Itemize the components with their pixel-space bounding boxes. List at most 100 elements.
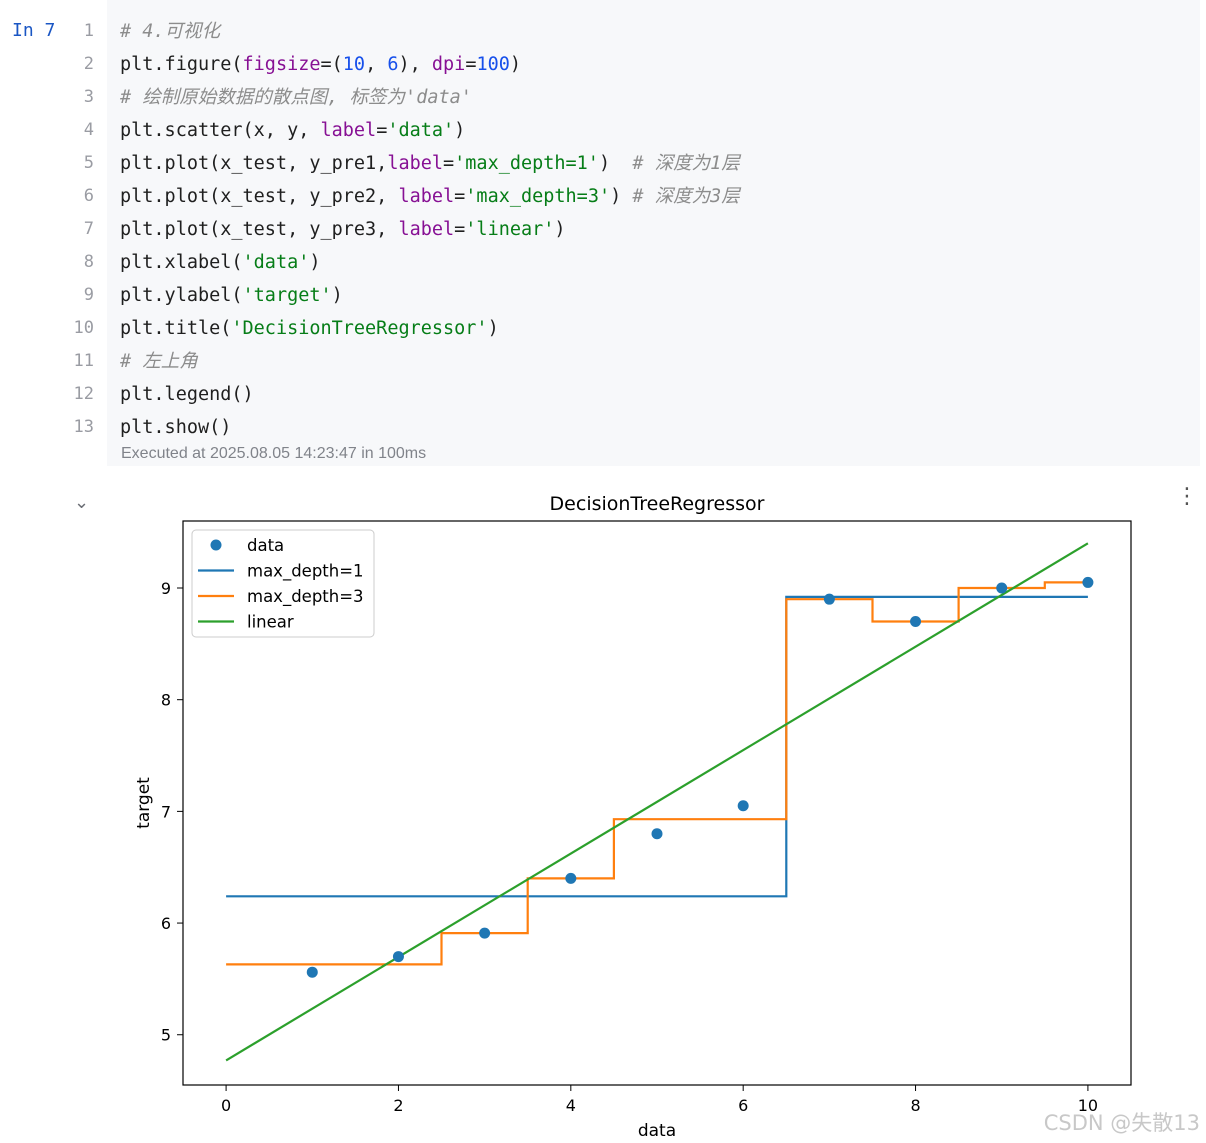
code-line[interactable]: plt.figure(figsize=(10, 6), dpi=100) <box>120 48 740 81</box>
x-axis-label: data <box>638 1121 676 1140</box>
code-line[interactable]: plt.legend() <box>120 378 740 411</box>
code-line[interactable]: plt.plot(x_test, y_pre1,label='max_depth… <box>120 147 740 180</box>
execution-status: Executed at 2025.08.05 14:23:47 in 100ms <box>121 445 427 462</box>
chevron-down-icon[interactable]: ⌄ <box>74 492 90 513</box>
code-token: label <box>398 186 455 207</box>
data-point <box>996 582 1008 594</box>
y-tick-label: 8 <box>161 691 171 710</box>
code-token: 'data' <box>242 252 310 273</box>
code-token: ) <box>309 252 321 273</box>
data-point <box>1082 576 1094 588</box>
data-point <box>306 966 318 978</box>
code-token: 6 <box>387 54 399 75</box>
code-line[interactable]: plt.plot(x_test, y_pre2, label='max_dept… <box>120 180 740 213</box>
code-token: ) <box>454 120 466 141</box>
code-token: plt.plot(x_test, y_pre1, <box>120 153 388 174</box>
code-token: ) <box>598 153 633 174</box>
line-number: 2 <box>83 54 94 74</box>
line-number: 3 <box>83 87 94 107</box>
data-point <box>737 800 749 812</box>
y-axis-label: target <box>134 777 154 829</box>
data-point <box>823 593 835 605</box>
code-line[interactable]: # 4.可视化 <box>120 15 740 48</box>
code-token: plt.plot(x_test, y_pre3, <box>120 219 399 240</box>
data-point <box>910 616 922 628</box>
x-tick-label: 4 <box>566 1096 576 1115</box>
code-token: dpi <box>431 54 466 75</box>
code-token: ) <box>331 285 343 306</box>
code-token: ), <box>398 54 432 75</box>
y-tick-label: 7 <box>161 802 171 821</box>
plot-frame <box>182 520 1132 1086</box>
series-line-linear <box>225 542 1089 1062</box>
line-number: 6 <box>83 186 94 206</box>
x-tick-label: 8 <box>910 1096 920 1115</box>
code-token: plt.figure( <box>120 54 243 75</box>
code-token: 'data' <box>387 120 455 141</box>
code-line[interactable]: plt.show() <box>120 411 740 444</box>
legend-box <box>191 529 375 638</box>
series-line-max-depth-3 <box>226 581 1088 966</box>
exec-count: 7 <box>44 20 56 41</box>
code-token: # 左上角 <box>120 351 198 372</box>
code-token: label <box>398 219 455 240</box>
line-number: 12 <box>73 384 94 404</box>
legend-label: linear <box>247 613 294 632</box>
code-line[interactable]: plt.title('DecisionTreeRegressor') <box>120 312 740 345</box>
code-token: ) <box>487 318 499 339</box>
code-token: 'max_depth=1' <box>454 153 599 174</box>
code-token: # 深度为3层 <box>632 186 740 207</box>
code-lines[interactable]: # 4.可视化 plt.figure(figsize=(10, 6), dpi=1… <box>120 15 740 444</box>
line-number: 9 <box>83 285 94 305</box>
legend-label: data <box>247 536 284 555</box>
code-token: plt.legend() <box>120 384 254 405</box>
code-token: plt.scatter(x, y, <box>120 120 321 141</box>
legend-marker <box>210 539 222 551</box>
x-tick-label: 6 <box>738 1096 748 1115</box>
line-number-gutter: 1 2 3 4 5 6 7 8 9 10 11 12 13 <box>60 15 94 444</box>
x-tick-label: 0 <box>221 1096 231 1115</box>
line-number: 13 <box>73 417 94 437</box>
line-number: 10 <box>73 318 94 338</box>
y-tick-label: 9 <box>161 579 171 598</box>
watermark: CSDN @失散13 <box>1043 1111 1200 1135</box>
code-token: = <box>443 153 455 174</box>
more-vertical-icon[interactable]: ⋮ <box>1176 484 1198 509</box>
data-point <box>651 828 663 840</box>
legend-label: max_depth=3 <box>247 587 364 607</box>
code-line[interactable]: plt.plot(x_test, y_pre3, label='linear') <box>120 213 740 246</box>
code-line[interactable]: plt.scatter(x, y, label='data') <box>120 114 740 147</box>
line-number: 5 <box>83 153 94 173</box>
code-cell-editor[interactable] <box>107 0 1200 466</box>
code-token: # 4.可视化 <box>120 21 221 42</box>
code-token: label <box>387 153 444 174</box>
data-point <box>392 951 404 963</box>
line-number: 11 <box>73 351 94 371</box>
legend-label: max_depth=1 <box>247 562 364 582</box>
code-token: # 绘制原始数据的散点图, 标签为'data' <box>120 87 472 108</box>
prompt-label: In <box>12 20 34 41</box>
code-token: 'DecisionTreeRegressor' <box>231 318 488 339</box>
code-line[interactable]: plt.xlabel('data') <box>120 246 740 279</box>
code-token: = <box>465 54 477 75</box>
code-token: plt.show() <box>120 417 232 438</box>
x-tick-label: 10 <box>1078 1096 1098 1115</box>
y-tick-label: 6 <box>161 914 171 933</box>
code-token: # 深度为1层 <box>632 153 740 174</box>
code-token: plt.plot(x_test, y_pre2, <box>120 186 399 207</box>
code-token: 'max_depth=3' <box>465 186 611 207</box>
code-token: = <box>376 120 388 141</box>
code-token: label <box>320 120 377 141</box>
code-line[interactable]: # 左上角 <box>120 345 740 378</box>
line-number: 7 <box>83 219 94 239</box>
code-token: = <box>454 186 466 207</box>
code-token: 'linear' <box>465 219 555 240</box>
code-line[interactable]: plt.ylabel('target') <box>120 279 740 312</box>
code-token: 'target' <box>242 285 332 306</box>
code-token: plt.xlabel( <box>120 252 243 273</box>
cell-prompt: In 7 <box>12 20 55 41</box>
code-token: , <box>365 54 388 75</box>
code-token: plt.ylabel( <box>120 285 243 306</box>
code-line[interactable]: # 绘制原始数据的散点图, 标签为'data' <box>120 81 740 114</box>
line-number: 1 <box>83 21 94 41</box>
